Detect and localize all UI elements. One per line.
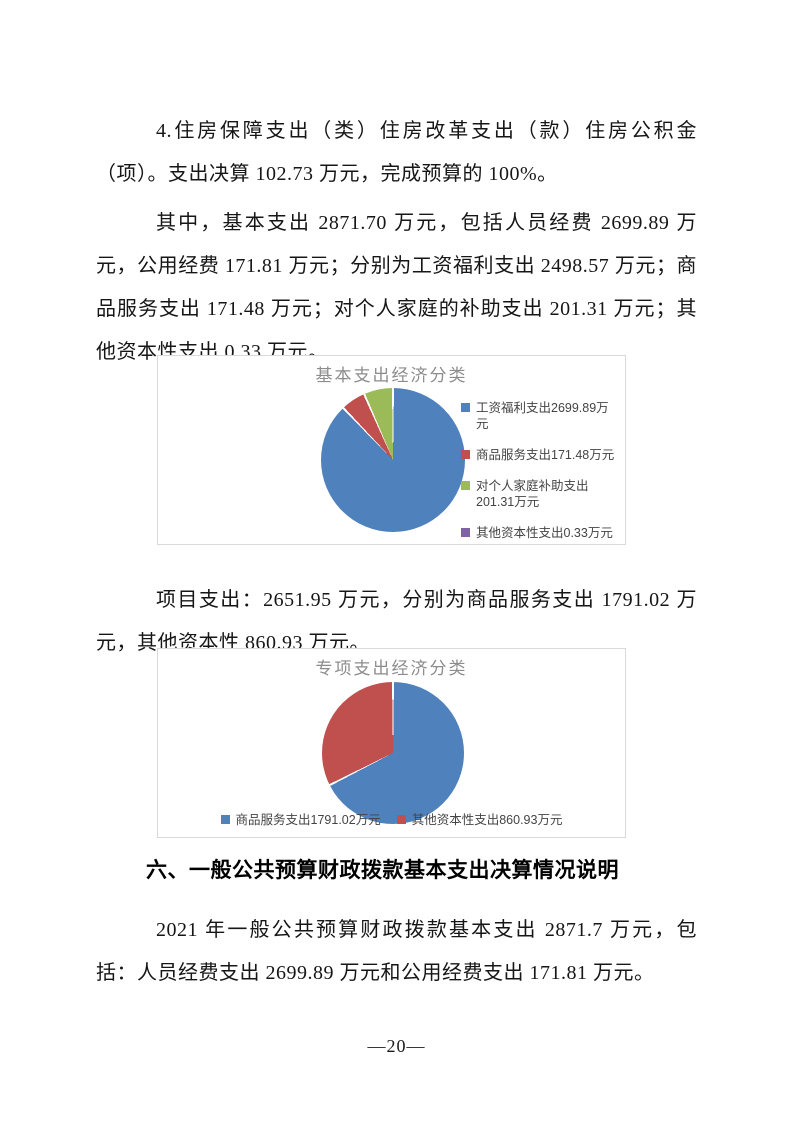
legend-label: 其他资本性支出860.93万元 xyxy=(411,813,563,827)
chart-special-expenditure: 专项支出经济分类 商品服务支出1791.02万元 其他资本性支出860.93万元 xyxy=(157,648,626,838)
legend-label: 对个人家庭补助支出201.31万元 xyxy=(476,479,589,509)
legend-swatch-icon xyxy=(461,528,470,537)
chart-basic-expenditure: 基本支出经济分类 工资福利支出2699.89万元 商品服务支出171.48万元 … xyxy=(157,355,626,545)
legend-label: 其他资本性支出0.33万元 xyxy=(476,526,613,540)
chart-legend: 工资福利支出2699.89万元 商品服务支出171.48万元 对个人家庭补助支出… xyxy=(461,400,621,541)
legend-item: 其他资本性支出860.93万元 xyxy=(396,812,563,828)
legend-item: 商品服务支出171.48万元 xyxy=(461,447,621,463)
legend-item: 对个人家庭补助支出201.31万元 xyxy=(461,478,621,510)
legend-item: 商品服务支出1791.02万元 xyxy=(220,812,381,828)
chart-title: 基本支出经济分类 xyxy=(315,366,468,385)
legend-item: 其他资本性支出0.33万元 xyxy=(461,525,621,541)
legend-swatch-icon xyxy=(461,450,470,459)
section-heading-six: 六、一般公共预算财政拨款基本支出决算情况说明 xyxy=(146,859,619,882)
page-number: —20— xyxy=(367,1036,426,1056)
paragraph-basic-expenditure-detail: 其中，基本支出 2871.70 万元，包括人员经费 2699.89 万元，公用经… xyxy=(96,212,697,363)
legend-label: 商品服务支出1791.02万元 xyxy=(235,813,381,827)
legend-swatch-icon xyxy=(220,815,230,824)
legend-swatch-icon xyxy=(461,403,470,412)
legend-label: 工资福利支出2699.89万元 xyxy=(476,401,609,431)
legend-item: 工资福利支出2699.89万元 xyxy=(461,400,621,432)
pie-special-expenditure xyxy=(322,682,464,824)
chart-title: 专项支出经济分类 xyxy=(315,659,468,678)
legend-swatch-icon xyxy=(461,481,470,490)
paragraph-section-six-detail: 2021 年一般公共预算财政拨款基本支出 2871.7 万元，包括：人员经费支出… xyxy=(96,919,697,984)
pie-basic-expenditure xyxy=(321,388,465,532)
paragraph-housing-expenditure: 4.住房保障支出（类）住房改革支出（款）住房公积金（项）。支出决算 102.73… xyxy=(96,120,697,185)
chart-legend: 商品服务支出1791.02万元 其他资本性支出860.93万元 xyxy=(158,812,625,828)
legend-label: 商品服务支出171.48万元 xyxy=(476,448,615,462)
legend-swatch-icon xyxy=(396,815,406,824)
